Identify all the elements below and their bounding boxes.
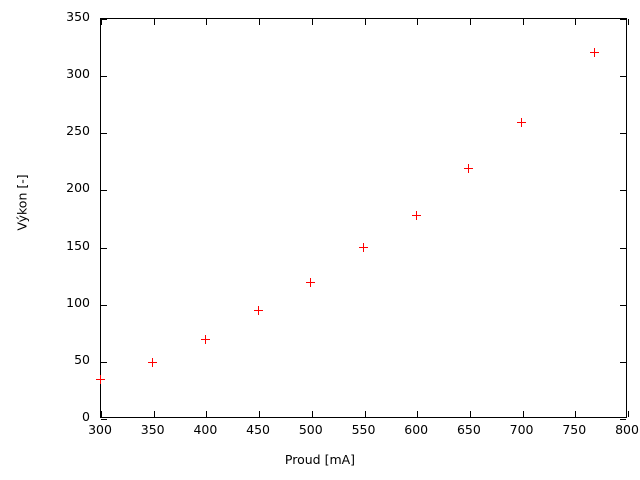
y-tick-mark [101, 361, 107, 363]
plus-icon-vertical [152, 357, 154, 367]
x-tick-mark [364, 411, 366, 417]
y-tick-label: 350 [66, 9, 90, 24]
x-tick-mark [469, 411, 471, 417]
x-tick-label: 300 [88, 422, 112, 437]
y-tick-mark [101, 133, 107, 135]
x-tick-mark-top [311, 19, 313, 25]
x-tick-label: 550 [351, 422, 376, 437]
x-tick-mark-top [522, 19, 524, 25]
y-tick-mark [101, 19, 107, 20]
x-tick-mark [522, 411, 524, 417]
plus-icon-vertical [593, 47, 595, 57]
y-tick-label: 300 [66, 66, 90, 82]
x-tick-label: 500 [298, 422, 323, 437]
data-point-marker [411, 211, 421, 221]
x-tick-mark-top [259, 19, 261, 25]
data-point-marker [95, 374, 105, 384]
x-tick-label: 650 [456, 422, 481, 437]
y-tick-mark [101, 190, 107, 192]
y-tick-label: 50 [74, 351, 90, 367]
data-point-marker [253, 306, 263, 316]
plus-icon-vertical [468, 164, 470, 174]
plus-icon-vertical [99, 374, 101, 384]
x-tick-mark [628, 411, 629, 417]
data-point-marker [589, 47, 599, 57]
y-tick-mark-right [620, 361, 626, 363]
y-tick-mark [101, 419, 107, 420]
data-point-marker [148, 357, 158, 367]
x-tick-label: 350 [140, 422, 165, 437]
x-tick-label: 600 [404, 422, 429, 437]
x-axis-title: Proud [mA] [284, 452, 356, 467]
plus-icon-vertical [204, 334, 206, 344]
y-tick-mark [101, 76, 107, 78]
x-tick-label: 700 [509, 422, 534, 437]
x-tick-label: 750 [562, 422, 587, 437]
y-tick-mark [101, 247, 107, 249]
y-tick-label: 100 [66, 294, 90, 310]
y-tick-mark-right [620, 247, 626, 249]
x-tick-mark-top [469, 19, 471, 25]
x-tick-mark-top [364, 19, 366, 25]
x-tick-mark [575, 411, 577, 417]
x-tick-mark [101, 411, 102, 417]
x-tick-mark [206, 411, 208, 417]
x-tick-mark-top [153, 19, 155, 25]
y-tick-label: 150 [66, 237, 90, 253]
x-tick-mark-top [101, 19, 102, 25]
y-axis-title: Výkon [-] [14, 174, 30, 231]
x-tick-label: 450 [246, 422, 271, 437]
data-point-marker [359, 243, 368, 253]
x-tick-label: 800 [615, 422, 639, 437]
x-tick-mark-top [417, 19, 419, 25]
plus-icon-vertical [310, 277, 312, 287]
plus-icon-vertical [257, 306, 259, 316]
y-tick-mark-right [620, 304, 626, 306]
y-tick-label: 200 [66, 180, 90, 196]
data-point-marker [464, 164, 474, 174]
y-tick-mark-right [620, 133, 626, 135]
x-tick-mark-top [206, 19, 208, 25]
data-point-marker [200, 334, 210, 344]
y-tick-label: 250 [66, 123, 90, 139]
x-tick-mark-top [575, 19, 577, 25]
plus-icon-vertical [415, 211, 417, 221]
y-tick-mark-right [620, 190, 626, 192]
y-tick-mark-right [620, 419, 626, 420]
x-tick-mark-top [628, 19, 629, 25]
plot-area [100, 18, 629, 420]
plus-icon-vertical [521, 117, 523, 127]
x-tick-mark [311, 411, 313, 417]
plus-icon-vertical [363, 243, 364, 253]
y-tick-mark-right [620, 76, 626, 78]
x-tick-mark [259, 411, 261, 417]
x-tick-mark [153, 411, 155, 417]
x-tick-mark [417, 411, 419, 417]
data-point-marker [306, 277, 316, 287]
y-tick-label: 0 [82, 409, 90, 424]
x-tick-label: 400 [193, 422, 218, 437]
y-tick-mark-right [620, 19, 626, 20]
y-tick-mark [101, 304, 107, 306]
data-point-marker [517, 117, 527, 127]
